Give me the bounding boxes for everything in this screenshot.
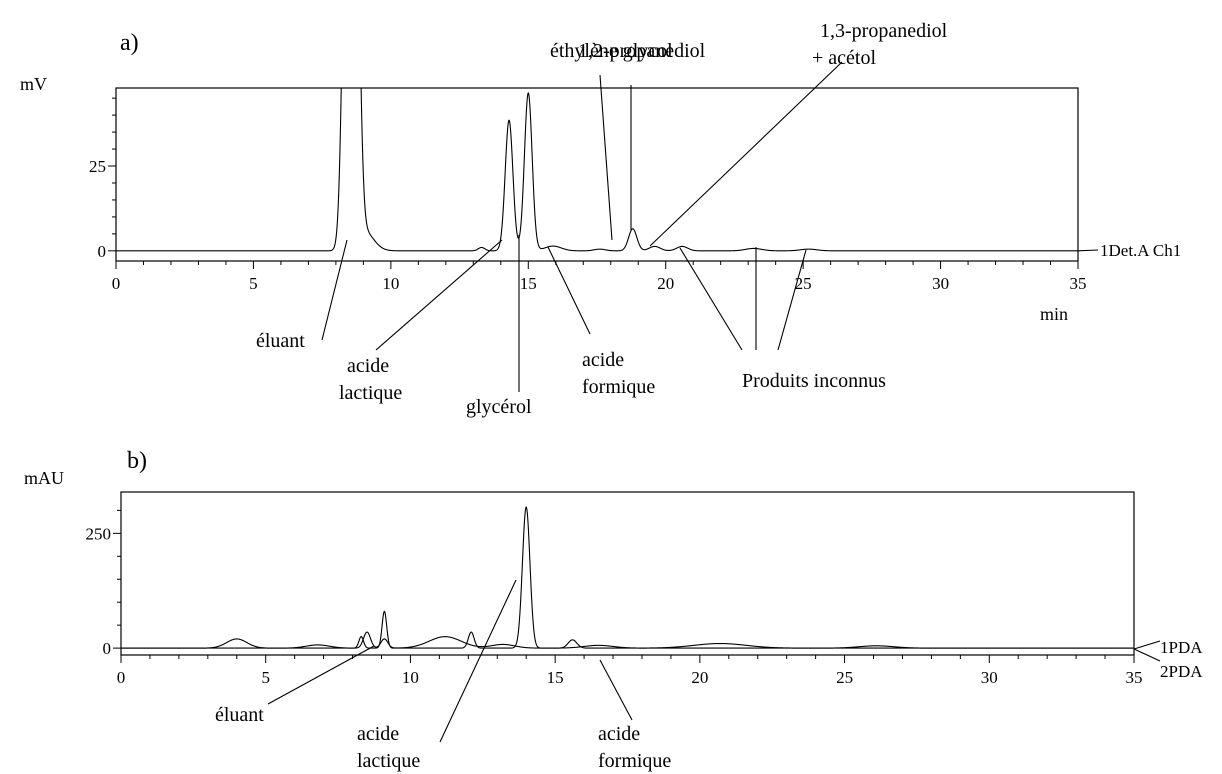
peak-annotation-label: acide (347, 355, 389, 377)
x-tick-label: 10 (382, 274, 399, 293)
series-trace-2 (121, 631, 1134, 649)
panel-a-traces (116, 88, 1078, 252)
x-tick-label: 15 (547, 668, 564, 687)
series-label: 1PDA (1160, 638, 1203, 657)
panel-b-axes: 0 5 10 15 20 25 30 35 0 250 (86, 509, 1143, 687)
y-tick-label: 0 (103, 639, 112, 658)
peak-annotation-label: éluant (256, 330, 305, 352)
peak-annotation-label-line2: formique (582, 376, 655, 398)
series-trace-1 (116, 88, 1078, 252)
x-tick-label: 10 (402, 668, 419, 687)
annotation-pointer (599, 74, 613, 241)
peak-annotation-label-line2: + acétol (812, 47, 876, 69)
series-label-leader (1077, 249, 1099, 252)
x-tick-label: 30 (932, 274, 949, 293)
panel-a-x-unit: min (1040, 304, 1068, 324)
panel-b-chart: b) mAU 0 5 10 15 20 25 30 35 0 250 1PDA 2PDA éluant… (24, 448, 1203, 772)
peak-annotation-label-line2: lactique (357, 750, 420, 772)
panel-b-plot-frame (120, 491, 1135, 656)
annotation-pointer (649, 61, 843, 247)
x-tick-label: 35 (1070, 274, 1087, 293)
series-label-leader (1133, 648, 1161, 662)
peak-annotation-label: 1,3-propanediol (820, 20, 948, 42)
panel-b-y-unit: mAU (24, 468, 64, 488)
x-tick-label: 30 (981, 668, 998, 687)
panel-a-y-unit: mV (20, 74, 47, 94)
series-label-leader (1133, 640, 1161, 650)
panel-b-traces (121, 506, 1134, 649)
panel-a-annotations: 1Det.A Ch1 éthylène glycol1,2-propanediol… (256, 20, 1181, 418)
annotation-pointer (321, 239, 348, 341)
panel-b-annotations: 1PDA 2PDA éluant acide lactique acide formique (215, 579, 1203, 772)
x-tick-label: 25 (795, 274, 812, 293)
peak-annotation-label: acide (357, 723, 399, 745)
y-tick-label: 250 (86, 524, 112, 543)
peak-annotation-label-line2: formique (598, 750, 671, 772)
panel-a-plot-frame (115, 87, 1079, 262)
annotation-pointer (547, 246, 591, 335)
annotation-pointer (599, 659, 633, 721)
series-label: 2PDA (1160, 662, 1203, 681)
x-tick-label: 5 (249, 274, 258, 293)
peak-annotation-label: éthylène glycol (550, 40, 673, 62)
annotation-pointer (375, 239, 503, 351)
peak-annotation-label: Produits inconnus (742, 370, 886, 392)
panel-b-label: b) (127, 448, 147, 474)
x-tick-label: 0 (117, 668, 126, 687)
x-tick-label: 25 (836, 668, 853, 687)
panel-a-chart: a) mV min 0 5 10 15 20 25 30 35 0 25 1Det.A Ch1 ét… (20, 20, 1181, 418)
peak-annotation-label: éluant (215, 704, 264, 726)
peak-annotation-label-line2: lactique (339, 382, 402, 404)
annotation-pointer (679, 247, 743, 351)
annotation-pointer (439, 579, 517, 743)
x-tick-label: 20 (691, 668, 708, 687)
peak-annotation-label: glycérol (466, 396, 532, 418)
annotation-pointer (777, 249, 807, 351)
peak-annotation-label: 1,2-propanediol (578, 40, 706, 62)
series-label: 1Det.A Ch1 (1100, 241, 1181, 260)
x-tick-label: 0 (112, 274, 121, 293)
x-tick-label: 20 (657, 274, 674, 293)
peak-annotation-label: acide (582, 349, 624, 371)
series-trace-1 (121, 506, 1134, 649)
panel-a-axes: 0 5 10 15 20 25 30 35 0 25 (89, 97, 1087, 293)
y-tick-label: 0 (98, 242, 107, 261)
panel-a-label: a) (120, 30, 139, 56)
x-tick-label: 15 (520, 274, 537, 293)
peak-annotation-label: acide (598, 723, 640, 745)
y-tick-label: 25 (89, 157, 106, 176)
x-tick-label: 5 (261, 668, 270, 687)
annotation-pointer (267, 645, 375, 705)
x-tick-label: 35 (1126, 668, 1143, 687)
